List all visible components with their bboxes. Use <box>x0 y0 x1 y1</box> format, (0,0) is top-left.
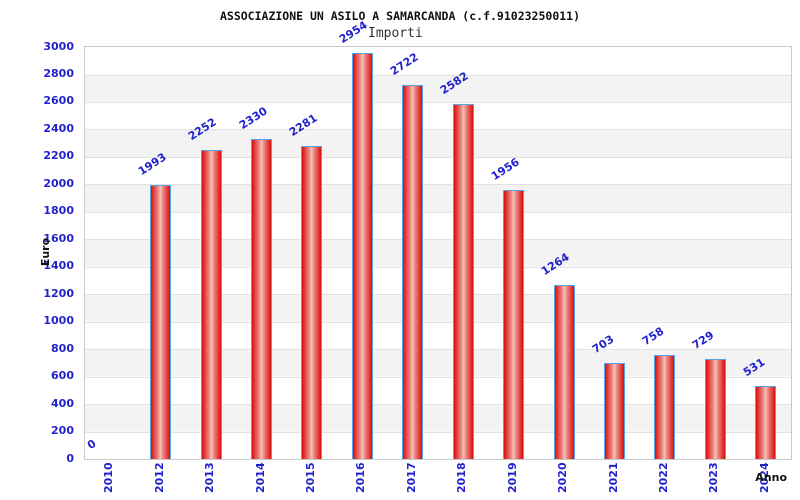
y-tick-label: 1800 <box>43 204 74 218</box>
x-axis-title: Anno <box>755 471 787 484</box>
gridline <box>85 156 791 158</box>
y-tick-label: 1600 <box>43 231 74 245</box>
x-tick-label: 2021 <box>606 462 620 493</box>
gridline <box>85 294 791 296</box>
y-tick-label: 200 <box>51 424 74 437</box>
gridline <box>85 404 791 406</box>
y-tick-label: 600 <box>51 369 74 383</box>
x-tick-label: 2015 <box>303 462 317 493</box>
x-tick-label: 2022 <box>656 462 670 493</box>
x-tick-label: 2013 <box>203 462 217 493</box>
gridline <box>85 376 791 378</box>
y-tick-label: 800 <box>51 341 74 355</box>
x-tick-label: 2012 <box>152 462 166 493</box>
bar-2020 <box>553 285 575 459</box>
gridline <box>85 211 791 213</box>
gridline <box>85 266 791 268</box>
gridline <box>85 239 791 241</box>
bar-2022 <box>654 354 676 459</box>
bar-2024 <box>755 386 777 459</box>
y-tick-label: 2600 <box>43 94 74 108</box>
x-tick-label: 2019 <box>505 462 519 493</box>
bar-2021 <box>604 362 625 459</box>
bar-2016 <box>351 53 373 459</box>
y-tick-label: 2000 <box>43 176 74 190</box>
chart-title: ASSOCIAZIONE UN ASILO A SAMARCANDA (c.f.… <box>219 9 581 23</box>
gridline <box>85 349 791 351</box>
x-tick-label: 2023 <box>707 462 721 493</box>
gridline <box>85 431 791 433</box>
y-tick-label: 400 <box>51 396 74 410</box>
y-axis-title: Euro <box>39 237 52 267</box>
y-tick-label: 1000 <box>43 314 74 328</box>
y-tick-label: 0 <box>66 451 74 465</box>
bar-2017 <box>402 85 424 459</box>
x-tick-label: 2020 <box>556 462 570 493</box>
y-tick-label: 2400 <box>43 121 74 135</box>
bar-2015 <box>301 145 323 459</box>
bar-2013 <box>200 149 222 459</box>
y-tick-label: 2800 <box>43 67 74 80</box>
y-tick-label: 3000 <box>43 39 74 53</box>
bar-2014 <box>251 139 272 459</box>
y-tick-label: 1400 <box>43 259 74 273</box>
x-tick-label: 2017 <box>404 462 418 493</box>
gridline <box>85 321 791 323</box>
bar-2012 <box>150 185 172 459</box>
x-tick-label: 2014 <box>253 462 267 493</box>
y-tick-label: 2200 <box>43 149 74 163</box>
bar-2023 <box>704 358 726 459</box>
plot-area <box>84 46 792 460</box>
bar-2018 <box>452 104 474 459</box>
bar-2019 <box>503 190 525 459</box>
x-tick-label: 2016 <box>354 462 368 493</box>
gridline <box>85 74 791 76</box>
x-tick-label: 2010 <box>102 462 116 493</box>
legend-label-importi: Importi <box>368 26 423 41</box>
x-tick-label: 2018 <box>455 462 469 493</box>
gridline <box>85 184 791 186</box>
y-tick-label: 1200 <box>43 286 74 300</box>
gridline <box>85 129 791 131</box>
gridline <box>85 101 791 103</box>
